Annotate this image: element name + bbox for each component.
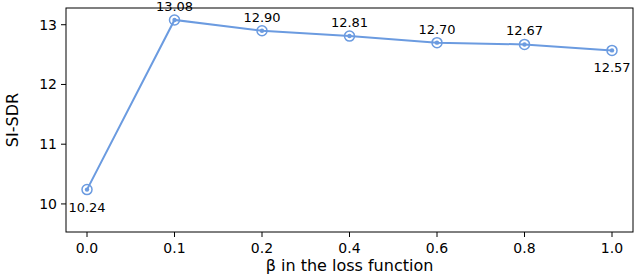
point [257,26,267,36]
marker-dot [172,18,176,22]
x-tick-label: 0.2 [251,240,273,256]
marker-dot [347,34,351,38]
chart-container: 10 11 12 13 0.0 0.1 0.2 0.4 0.6 0.8 1.0 10.24 13.08 1… [0,0,640,276]
point [345,31,355,41]
marker-ring [432,38,442,48]
x-tick [524,232,525,237]
marker-ring [257,26,267,36]
y-tick-label: 10 [39,196,57,212]
x-tick [349,232,350,237]
marker-dot [610,48,614,52]
marker-dot [435,40,439,44]
x-tick-label: 0.4 [338,240,360,256]
marker-ring [345,31,355,41]
data-label: 12.67 [506,23,543,38]
y-tick-label: 13 [39,17,57,33]
x-tick [437,232,438,237]
marker-ring [520,39,530,49]
x-tick [262,232,263,237]
x-tick-label: 0.0 [76,240,98,256]
x-tick [174,232,175,237]
data-label: 12.90 [243,10,280,25]
y-tick [61,24,66,25]
x-tick [87,232,88,237]
marker-ring [607,45,617,55]
y-tick [61,203,66,204]
x-axis-label: β in the loss function [266,256,434,275]
point [607,45,617,55]
y-tick-label: 12 [39,76,57,92]
marker-dot [260,28,264,32]
marker-dot [522,42,526,46]
x-tick-label: 0.1 [163,240,185,256]
plot-frame [66,8,633,232]
plot-area [82,15,617,195]
x-tick [612,232,613,237]
chart-svg: 10 11 12 13 0.0 0.1 0.2 0.4 0.6 0.8 1.0 10.24 13.08 1… [0,0,640,276]
point [82,185,92,195]
x-tick-label: 0.8 [513,240,535,256]
y-tick [61,84,66,85]
marker-ring [82,185,92,195]
data-label: 12.70 [418,22,455,37]
marker-ring [170,15,180,25]
point [520,39,530,49]
y-tick-label: 11 [39,136,57,152]
y-tick [61,144,66,145]
data-label: 10.24 [68,200,105,215]
point [432,38,442,48]
data-label: 13.08 [156,0,193,14]
data-label: 12.81 [331,15,368,30]
point [170,15,180,25]
x-tick-label: 1.0 [601,240,623,256]
x-tick-label: 0.6 [426,240,448,256]
y-axis-label: SI-SDR [3,93,22,147]
data-label: 12.57 [593,60,630,75]
marker-dot [85,187,89,191]
series-line [87,20,612,190]
